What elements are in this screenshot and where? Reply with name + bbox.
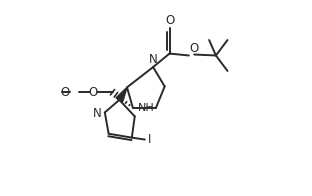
Text: O: O xyxy=(190,42,199,54)
Text: O: O xyxy=(165,15,174,27)
Text: O: O xyxy=(61,86,70,99)
Text: N: N xyxy=(149,53,158,66)
Text: N: N xyxy=(93,107,102,120)
Text: I: I xyxy=(148,133,152,146)
Text: NH: NH xyxy=(138,103,154,113)
Text: O: O xyxy=(89,86,98,99)
Polygon shape xyxy=(116,87,127,102)
